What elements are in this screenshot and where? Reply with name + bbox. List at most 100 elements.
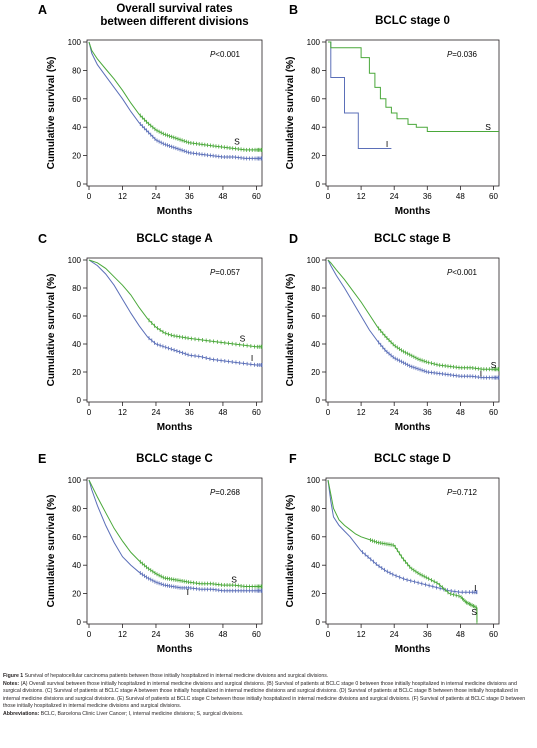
x-tick-label: 60 — [252, 408, 261, 417]
y-tick-label: 100 — [68, 476, 82, 485]
series-label-i: I — [480, 368, 482, 378]
chart-title: BCLC stage D — [374, 453, 451, 465]
series-label-i: I — [187, 587, 189, 597]
x-tick-label: 48 — [218, 192, 227, 201]
y-axis-title: Cumulative survival (%) — [46, 495, 57, 608]
y-tick-label: 0 — [316, 396, 321, 405]
y-tick-label: 20 — [311, 368, 320, 377]
series-label-s: S — [471, 607, 477, 617]
y-tick-label: 80 — [311, 284, 320, 293]
y-tick-label: 40 — [72, 123, 81, 132]
series-label-s: S — [234, 136, 240, 146]
caption-notes-label: Notes: — [3, 680, 20, 687]
y-axis-title: Cumulative survival (%) — [46, 274, 57, 387]
chart-title: BCLC stage 0 — [375, 15, 450, 27]
chart-title: BCLC stage C — [136, 453, 213, 465]
y-tick-label: 0 — [77, 180, 82, 189]
y-tick-label: 0 — [77, 618, 82, 627]
x-tick-label: 24 — [152, 408, 161, 417]
panel-letter: B — [289, 3, 298, 17]
y-tick-label: 80 — [72, 284, 81, 293]
x-tick-label: 48 — [218, 408, 227, 417]
series-line-s — [327, 259, 499, 370]
y-tick-label: 60 — [311, 312, 320, 321]
x-tick-label: 12 — [357, 630, 366, 639]
series-line-i — [327, 259, 499, 379]
x-tick-label: 36 — [185, 192, 194, 201]
x-axis-title: Months — [157, 422, 193, 433]
x-tick-label: 36 — [185, 408, 194, 417]
x-tick-label: 24 — [390, 630, 399, 639]
x-tick-label: 12 — [118, 192, 127, 201]
series-line-i — [328, 41, 392, 149]
x-tick-label: 0 — [87, 408, 92, 417]
x-tick-label: 24 — [390, 192, 399, 201]
x-axis-title: Months — [395, 206, 431, 217]
x-tick-label: 48 — [456, 192, 465, 201]
x-tick-label: 60 — [252, 192, 261, 201]
y-axis-title: Cumulative survival (%) — [285, 57, 296, 170]
y-tick-label: 100 — [307, 476, 321, 485]
series-line-s — [88, 41, 262, 151]
chart-panel-b: B BCLC stage 0 0 20 40 60 80 100 0 12 24 36 48 60 Mont… — [285, 3, 500, 217]
chart-panel-f: F BCLC stage D 0 20 40 60 80 100 0 12 24 36 48 60 Mont… — [285, 452, 500, 655]
x-axis-title: Months — [395, 422, 431, 433]
chart-title: BCLC stage A — [136, 233, 212, 245]
panel-letter: E — [38, 452, 46, 466]
chart-panel-c: C BCLC stage A 0 20 40 60 80 100 0 12 24 36 48 60 Mont… — [38, 232, 263, 433]
y-tick-label: 20 — [72, 368, 81, 377]
y-tick-label: 40 — [311, 561, 320, 570]
plot-frame — [86, 39, 263, 187]
y-tick-label: 100 — [68, 256, 82, 265]
y-tick-label: 20 — [72, 590, 81, 599]
y-tick-label: 60 — [311, 533, 320, 542]
x-tick-label: 24 — [390, 408, 399, 417]
series-label-s: S — [491, 360, 497, 370]
y-tick-label: 80 — [311, 66, 320, 75]
y-tick-label: 60 — [72, 312, 81, 321]
p-value-annotation: P<0.001 — [210, 50, 241, 59]
x-tick-label: 48 — [456, 630, 465, 639]
plot-frame — [86, 257, 263, 403]
y-tick-label: 60 — [311, 95, 320, 104]
y-tick-label: 0 — [316, 618, 321, 627]
x-tick-label: 12 — [118, 408, 127, 417]
x-tick-label: 12 — [118, 630, 127, 639]
x-tick-label: 0 — [326, 630, 331, 639]
plot-frame — [86, 477, 263, 625]
series-line-s — [88, 479, 262, 587]
chart-title: BCLC stage B — [374, 233, 451, 245]
x-axis-title: Months — [395, 644, 431, 655]
p-value-annotation: P=0.057 — [210, 268, 241, 277]
caption-main: Figure 1 Survival of hepatocellular carc… — [3, 673, 533, 681]
x-axis-title: Months — [157, 644, 193, 655]
y-tick-label: 20 — [311, 152, 320, 161]
panel-letter: C — [38, 232, 47, 246]
y-tick-label: 0 — [77, 396, 82, 405]
series-line-i — [88, 41, 262, 159]
x-tick-label: 0 — [326, 408, 331, 417]
series-label-i: I — [251, 353, 253, 363]
p-value-annotation: P=0.712 — [447, 488, 478, 497]
x-tick-label: 12 — [357, 408, 366, 417]
y-tick-label: 80 — [311, 504, 320, 513]
series-line-i — [88, 479, 262, 592]
x-tick-label: 36 — [185, 630, 194, 639]
caption-notes: Notes: (A) Overall survival between thos… — [3, 681, 533, 711]
y-tick-label: 20 — [311, 590, 320, 599]
panel-letter: F — [289, 452, 297, 466]
panel-letter: D — [289, 232, 298, 246]
y-tick-label: 40 — [311, 123, 320, 132]
plot-frame — [325, 39, 500, 187]
series-label-i: I — [474, 583, 476, 593]
x-tick-label: 36 — [423, 192, 432, 201]
y-tick-label: 40 — [72, 561, 81, 570]
x-tick-label: 36 — [423, 630, 432, 639]
y-tick-label: 80 — [72, 504, 81, 513]
y-tick-label: 100 — [307, 38, 321, 47]
caption-abbreviations: Abbreviations: BCLC, Barcelona Clinic Li… — [3, 711, 533, 719]
caption-abbrev-text: BCLC, Barcelona Clinic Liver Cancer; I, … — [40, 710, 244, 717]
p-value-annotation: P=0.268 — [210, 488, 241, 497]
